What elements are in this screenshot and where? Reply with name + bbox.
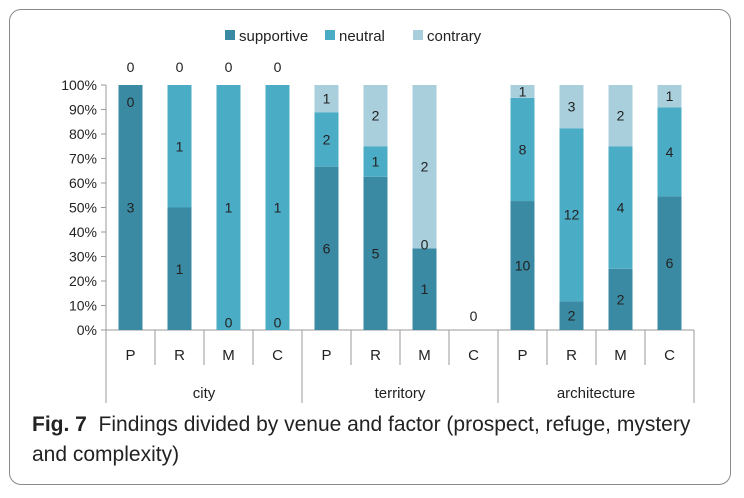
figure-caption: Fig. 7 Findings divided by venue and fac… xyxy=(32,410,712,470)
y-tick-label: 0% xyxy=(77,322,97,338)
bar-segment-supportive xyxy=(118,85,143,330)
y-tick-label: 40% xyxy=(69,224,97,240)
bar-segment-neutral xyxy=(216,85,241,330)
y-tick-label: 60% xyxy=(69,175,97,191)
data-label-supportive: 3 xyxy=(127,200,135,216)
data-label-contrary: 1 xyxy=(519,83,527,99)
x-category-label: P xyxy=(321,347,331,364)
y-tick-label: 70% xyxy=(69,151,97,167)
y-tick-label: 100% xyxy=(61,77,97,93)
y-tick-label: 80% xyxy=(69,126,97,142)
data-label-neutral: 4 xyxy=(617,200,625,216)
data-label-supportive: 6 xyxy=(666,255,674,271)
data-label-contrary: 3 xyxy=(568,99,576,115)
bar-segment-supportive xyxy=(314,166,339,330)
data-label-neutral: 1 xyxy=(372,154,380,170)
bar-segment-contrary xyxy=(363,85,388,147)
data-label-contrary: 2 xyxy=(617,108,625,124)
legend-label-supportive: supportive xyxy=(239,28,308,45)
data-label-neutral: 4 xyxy=(666,144,674,160)
data-label-contrary: 2 xyxy=(421,159,429,175)
y-tick-label: 90% xyxy=(69,102,97,118)
legend-swatch-supportive xyxy=(225,30,235,40)
data-label-neutral: 1 xyxy=(225,200,233,216)
data-label-supportive: 0 xyxy=(274,315,282,331)
y-tick-label: 20% xyxy=(69,273,97,289)
x-category-label: R xyxy=(566,347,577,364)
legend-swatch-neutral xyxy=(325,30,335,40)
bar-segment-supportive xyxy=(657,196,682,330)
x-category-label: C xyxy=(664,347,675,364)
caption-label: Fig. 7 xyxy=(32,413,87,436)
data-label-supportive: 0 xyxy=(470,308,478,324)
bar-segment-neutral xyxy=(314,112,339,167)
bar-segment-supportive xyxy=(559,301,584,330)
legend-label-neutral: neutral xyxy=(339,28,385,45)
x-category-label: R xyxy=(370,347,381,364)
bar-segment-contrary xyxy=(608,85,633,147)
bar-segment-supportive xyxy=(510,201,535,330)
data-label-supportive: 0 xyxy=(225,315,233,331)
bar-segment-neutral xyxy=(608,146,633,269)
bar-segment-contrary xyxy=(559,85,584,129)
x-category-label: C xyxy=(468,347,479,364)
bar-segment-neutral xyxy=(363,146,388,177)
data-label-contrary: 0 xyxy=(127,59,135,75)
data-label-supportive: 6 xyxy=(323,240,331,256)
bar-segment-supportive xyxy=(412,248,437,330)
data-label-supportive: 1 xyxy=(421,281,429,297)
data-label-contrary: 0 xyxy=(274,59,282,75)
data-label-contrary: 0 xyxy=(225,59,233,75)
bar-segment-neutral xyxy=(559,128,584,302)
data-label-contrary: 2 xyxy=(372,108,380,124)
data-label-contrary: 1 xyxy=(323,91,331,107)
data-label-neutral: 1 xyxy=(176,138,184,154)
bar-segment-contrary xyxy=(657,85,682,108)
legend-swatch-contrary xyxy=(413,30,423,40)
bar-segment-contrary xyxy=(314,85,339,113)
data-label-supportive: 5 xyxy=(372,245,380,261)
data-label-supportive: 2 xyxy=(568,308,576,324)
bar-segment-neutral xyxy=(657,107,682,197)
data-label-neutral: 0 xyxy=(421,236,429,252)
x-group-label: city xyxy=(193,385,216,402)
bar-segment-contrary xyxy=(412,85,437,249)
x-category-label: C xyxy=(272,347,283,364)
bar-segment-neutral xyxy=(510,97,535,202)
data-label-supportive: 2 xyxy=(617,291,625,307)
data-label-neutral: 1 xyxy=(274,200,282,216)
stacked-bar-chart: 0%10%20%30%40%50%60%70%80%90%100%3001100… xyxy=(61,28,695,403)
caption-text: Findings divided by venue and factor (pr… xyxy=(32,413,691,466)
y-tick-label: 30% xyxy=(69,249,97,265)
bar-segment-neutral xyxy=(167,85,192,208)
y-tick-label: 10% xyxy=(69,298,97,314)
data-label-supportive: 10 xyxy=(515,258,531,274)
bar-segment-supportive xyxy=(608,268,633,330)
data-label-contrary: 1 xyxy=(666,88,674,104)
x-category-label: P xyxy=(125,347,135,364)
data-label-supportive: 1 xyxy=(176,261,184,277)
legend-label-contrary: contrary xyxy=(427,28,482,45)
data-label-neutral: 2 xyxy=(323,131,331,147)
x-category-label: M xyxy=(614,347,627,364)
bar-segment-neutral xyxy=(265,85,290,330)
bar-segment-supportive xyxy=(167,207,192,330)
y-tick-label: 50% xyxy=(69,200,97,216)
data-label-neutral: 12 xyxy=(564,207,580,223)
x-category-label: M xyxy=(222,347,235,364)
bar-segment-contrary xyxy=(510,85,535,98)
x-category-label: P xyxy=(517,347,527,364)
data-label-contrary: 0 xyxy=(176,59,184,75)
x-group-label: territory xyxy=(375,385,426,402)
x-category-label: M xyxy=(418,347,431,364)
data-label-neutral: 0 xyxy=(127,94,135,110)
bar-segment-supportive xyxy=(363,176,388,330)
x-category-label: R xyxy=(174,347,185,364)
x-group-label: architecture xyxy=(557,385,635,402)
data-label-neutral: 8 xyxy=(519,141,527,157)
